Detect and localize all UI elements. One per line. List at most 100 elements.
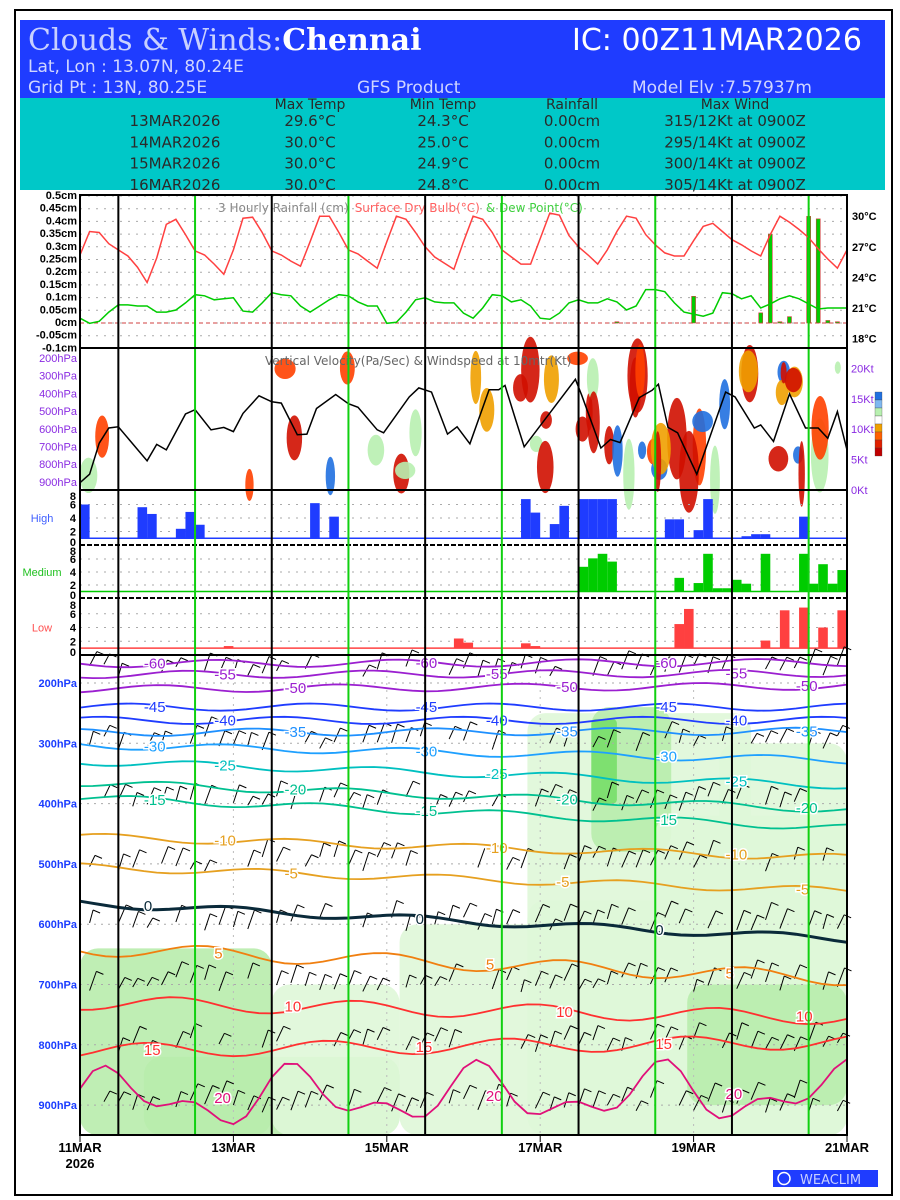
wind-barb	[793, 964, 801, 979]
wind-barb	[779, 791, 786, 808]
wind-barb-flag	[584, 978, 593, 983]
wind-barb	[290, 964, 298, 984]
wind-barb	[477, 1090, 486, 1111]
wind-barb-flag	[584, 845, 592, 850]
cloud-bar	[760, 553, 771, 592]
wind-barb-flag	[555, 918, 563, 923]
wind-barb	[175, 847, 184, 867]
cloud-bar	[827, 583, 838, 592]
wind-barb	[664, 967, 672, 983]
rain-temp-title: 3 Hourly Rainfall (cm) Surface Dry Bulb(°…	[218, 201, 583, 215]
wind-barb-flag	[599, 797, 607, 802]
wind-barb-flag	[281, 660, 290, 665]
wind-barb-flag	[209, 913, 218, 918]
cloud-bar	[597, 499, 608, 539]
wind-barb-flag	[179, 785, 188, 790]
wind-barb-flag	[611, 903, 619, 908]
wind-barb	[721, 1099, 727, 1113]
isotherm-label: 10	[796, 1009, 813, 1026]
wind-barb	[621, 850, 630, 868]
rain-axis-tick: 0.4cm	[46, 215, 77, 227]
rain-axis-tick: 0cm	[55, 317, 77, 329]
wind-barb	[261, 838, 269, 858]
wind-barb	[635, 849, 644, 868]
isotherm-label: -60	[416, 655, 438, 672]
wind-barb	[650, 967, 659, 985]
wind-barb	[506, 966, 513, 981]
pressure-axis-tick: 700hPa	[39, 442, 78, 454]
isotherm-label: 15	[416, 1039, 433, 1056]
wind-barb	[333, 1032, 342, 1047]
wind-barb-flag	[326, 1084, 334, 1089]
wind-barb	[261, 732, 270, 751]
badge-background	[773, 1170, 878, 1187]
wind-barb-flag	[686, 841, 695, 846]
wind-barb	[693, 735, 700, 746]
wind-barb	[434, 794, 441, 810]
panel-frame	[79, 347, 848, 491]
wind-barb-flag	[251, 731, 259, 736]
isotherm-label: -35	[796, 723, 818, 740]
cloud-bar	[703, 553, 713, 592]
wind-barb	[319, 974, 326, 991]
wind-barb-flag	[556, 727, 564, 732]
wind-barb	[506, 857, 514, 870]
wind-barb	[247, 909, 255, 930]
row-rainfall: 0.00cm	[544, 176, 600, 194]
wind-barb-flag	[153, 787, 162, 792]
wind-barb	[520, 848, 529, 869]
isotherm-line	[79, 668, 848, 680]
wind-barb	[405, 914, 411, 932]
wind-barb-flag	[484, 847, 492, 852]
temperature-line	[79, 212, 848, 285]
rain-axis-tick: 0.35cm	[40, 228, 78, 240]
cloud-bar	[703, 499, 713, 539]
cloud-panel-label: High	[31, 513, 54, 525]
wind-barb-flag	[784, 975, 792, 980]
wind-barb	[678, 841, 688, 860]
isotherm-label: -50	[556, 679, 578, 696]
wind-barb	[146, 917, 154, 928]
wind-barb-flag	[469, 902, 478, 907]
vertical-velocity-cell	[834, 361, 841, 374]
wind-barb	[635, 732, 644, 751]
initial-condition: IC: 00Z11MAR2026	[572, 23, 862, 58]
cloud-bar	[80, 504, 90, 539]
table-row: 13MAR2026 29.6°C 24.3°C 0.00cm 315/12Kt at 0…	[130, 112, 806, 130]
wind-barb	[232, 730, 240, 745]
dew-point-line	[79, 288, 847, 325]
wind-barb	[836, 646, 845, 666]
wind-barb-flag	[512, 909, 521, 914]
wind-barb-flag	[743, 909, 752, 914]
wind-barb-flag	[570, 903, 578, 908]
cloud-bar	[195, 524, 205, 539]
row-rainfall: 0.00cm	[544, 112, 600, 130]
wind-barb-flag	[714, 1082, 723, 1087]
wind-barb-flag	[541, 970, 549, 975]
cloud-bar	[760, 640, 771, 649]
cloud-bar	[175, 528, 186, 539]
rain-bar	[787, 316, 792, 324]
wind-barb	[563, 963, 573, 981]
cloud-bar	[578, 499, 589, 539]
vertical-velocity-cell	[586, 358, 599, 401]
wind-barb	[765, 962, 773, 983]
wind-barb-flag	[340, 1032, 349, 1036]
wind-barb	[491, 909, 497, 925]
vertical-velocity-cell	[667, 397, 687, 480]
column-header: Rainfall	[546, 97, 598, 113]
isotherm-line	[79, 658, 848, 669]
vertical-velocity-cell	[587, 391, 600, 454]
wind-barb-flag	[670, 967, 679, 972]
temp-axis-tick: 27°C	[852, 242, 877, 254]
isotherm-label: -20	[796, 800, 818, 817]
wind-barb-flag	[641, 789, 650, 794]
wind-barb-flag	[830, 655, 838, 660]
isotherm-label: -30	[655, 748, 677, 765]
cloud-bar	[310, 503, 320, 539]
vertical-velocity-cell	[738, 350, 758, 393]
cloud-bar	[799, 607, 809, 649]
rain-axis-tick: 0.2cm	[46, 266, 77, 278]
wind-barb	[89, 731, 94, 745]
